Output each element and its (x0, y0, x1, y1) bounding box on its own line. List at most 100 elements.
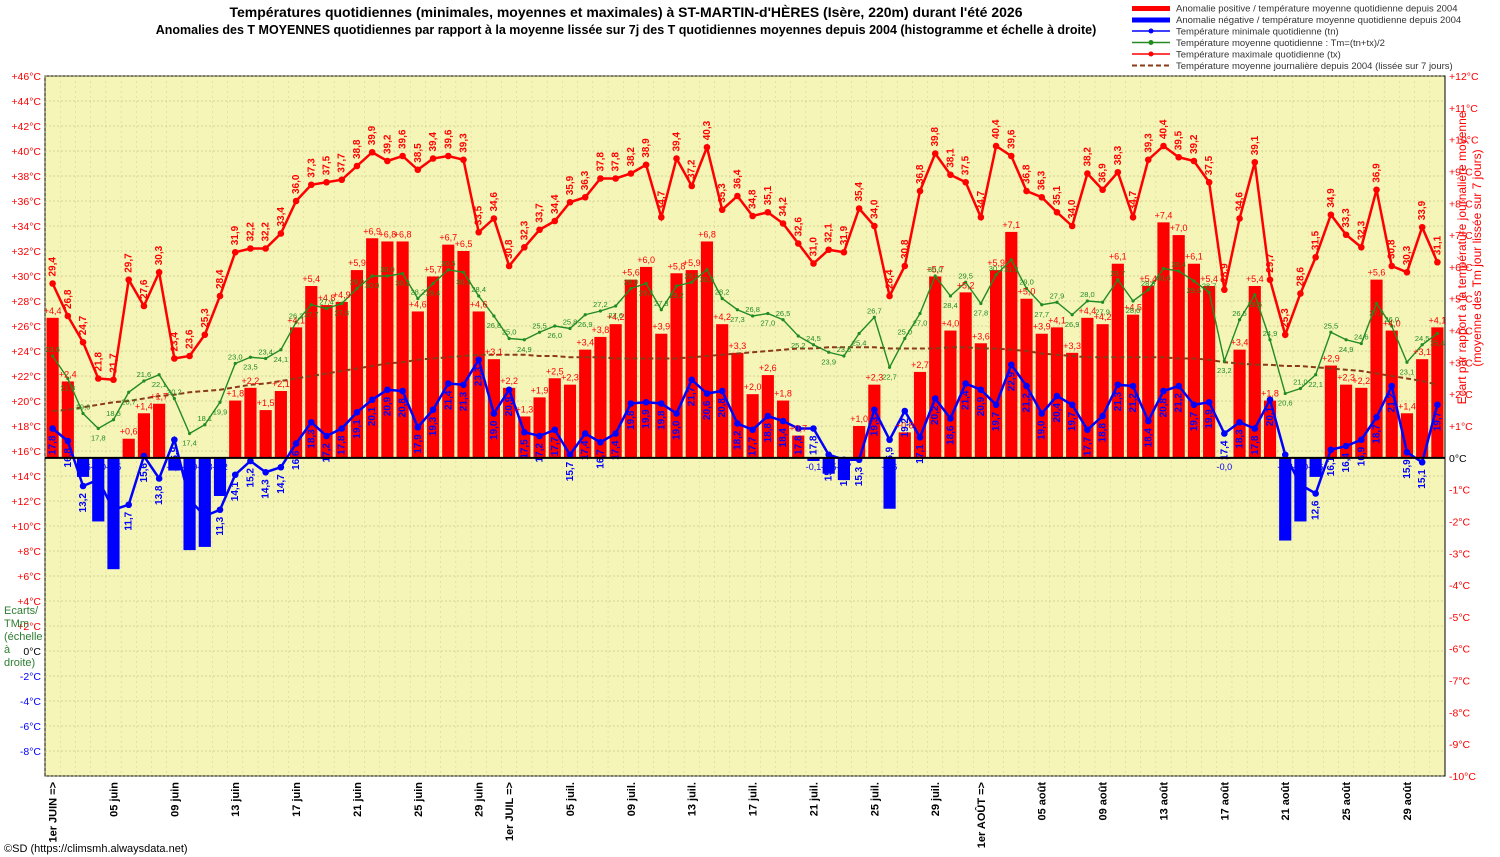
anomaly-label: +6,9 (363, 226, 381, 236)
tm-point (1192, 279, 1196, 283)
tn-point (718, 387, 726, 395)
legend-swatch-marker (1148, 51, 1154, 57)
axes: -8°C -6°C -4°C -2°C 0°C +2°C +4°C +6°C +8°C +10°C… (11, 71, 1479, 848)
anomaly-label: +2,2 (500, 376, 518, 386)
tm-label: 27,0 (913, 319, 928, 328)
tm-label: 30,4 (1171, 260, 1186, 269)
tx-point (931, 150, 939, 157)
tm-label: 27,4 (319, 298, 334, 307)
x-tick-label: 17 juin (291, 782, 303, 817)
tn-label: 19,7 (1189, 411, 1200, 431)
tn-label: 15,6 (139, 463, 150, 483)
anomaly-bar (776, 400, 790, 458)
anomaly-label: +4,0 (1383, 319, 1401, 329)
tx-label: 36,8 (1022, 164, 1033, 184)
tm-point (598, 309, 603, 313)
tm-label: 27,0 (761, 319, 776, 328)
tm-point (568, 326, 572, 331)
anomaly-bar (746, 394, 759, 458)
x-tick-label: 05 juin (108, 782, 120, 817)
tn-label: 12,6 (1311, 500, 1322, 520)
anomaly-label: +2,3 (865, 373, 883, 383)
anomaly-label: +0,6 (120, 427, 138, 437)
anomaly-label: +1,8 (1261, 389, 1279, 399)
tm-point (1405, 360, 1409, 364)
anomaly-bar (1020, 298, 1033, 458)
tn-point (977, 386, 985, 394)
tm-point (994, 273, 998, 277)
left-tick-label: +2°C (17, 621, 41, 633)
tm-label: 28,2 (411, 288, 426, 297)
tm-point (1344, 338, 1348, 342)
tm-label: 26,8 (745, 305, 760, 314)
tn-label: 17,4 (580, 440, 591, 460)
tx-point (1144, 156, 1152, 164)
tm-line (52, 258, 1438, 435)
anomaly-label: +1,7 (150, 392, 168, 402)
tx-label: 34,0 (1067, 199, 1078, 219)
anomaly-bar (1157, 222, 1170, 458)
anomaly-label: -0,6 (75, 462, 91, 472)
x-tick-label: 21 juin (352, 782, 364, 817)
tn-point (1297, 481, 1304, 489)
tx-label: 33,3 (1341, 208, 1352, 228)
tm-label: 29,4 (426, 289, 441, 298)
tx-label: 28,6 (1295, 267, 1306, 287)
tx-point (444, 152, 452, 160)
tm-label: 29,0 (350, 278, 365, 287)
tx-point (566, 198, 574, 206)
tm-label: 26,5 (1232, 309, 1247, 318)
tm-point (781, 318, 785, 322)
anomaly-bar (457, 251, 470, 458)
tx-point (429, 155, 437, 162)
tm-label: 25,5 (532, 321, 547, 330)
tx-point (597, 175, 604, 182)
tx-point (1388, 262, 1396, 270)
tm-label: 28,9 (1141, 279, 1156, 288)
tn-label: 21,3 (458, 391, 469, 411)
anomaly-bar (274, 391, 287, 458)
tx-point (79, 338, 87, 346)
tm-point (279, 348, 283, 352)
tm-label: 29,7 (1111, 269, 1126, 278)
x-tick-label: 05 août (1037, 782, 1049, 821)
tm-point (918, 311, 922, 316)
tn-point (125, 501, 132, 509)
tx-point (1281, 331, 1289, 339)
tm-point (1314, 373, 1318, 377)
x-tick-label: 09 juin (169, 782, 181, 817)
anomaly-bar (229, 400, 242, 458)
tx-point (384, 157, 391, 165)
tn-point (810, 425, 817, 432)
right-tick-label: 0°C (1449, 453, 1467, 465)
anomaly-bar (290, 327, 303, 458)
tx-label: 30,3 (1402, 245, 1413, 265)
x-tick-label: 29 juil. (930, 782, 942, 816)
tm-point (766, 311, 770, 316)
tx-label: 33,9 (1417, 200, 1428, 220)
tm-label: 25,0 (502, 328, 517, 337)
tx-label: 34,7 (976, 190, 987, 210)
tm-point (416, 296, 420, 301)
anomaly-bar (61, 381, 74, 458)
anomaly-bar (548, 378, 561, 458)
anomaly-label: +2,6 (759, 363, 777, 373)
tx-label: 29,7 (124, 253, 135, 273)
tx-label: 36,3 (1037, 170, 1048, 190)
legend-label: Température maximale quotidienne (tx) (1176, 50, 1341, 61)
anomaly-bar (244, 387, 257, 458)
tx-label: 31,5 (1311, 230, 1322, 250)
anomaly-label: +4,8 (318, 293, 336, 303)
tm-label: 28,0 (1126, 306, 1141, 315)
tx-point (155, 268, 163, 276)
tx-label: 38,2 (1082, 147, 1093, 167)
left-tick-label: +38°C (11, 171, 41, 183)
tx-point (460, 156, 467, 164)
tx-point (977, 213, 985, 221)
x-tick-label: 25 juil. (869, 782, 881, 816)
tm-point (187, 431, 192, 436)
tx-point (368, 148, 376, 156)
anomaly-label: +7,0 (1170, 223, 1188, 233)
tm-point (751, 314, 755, 318)
anomaly-label: +1,0 (850, 414, 868, 424)
